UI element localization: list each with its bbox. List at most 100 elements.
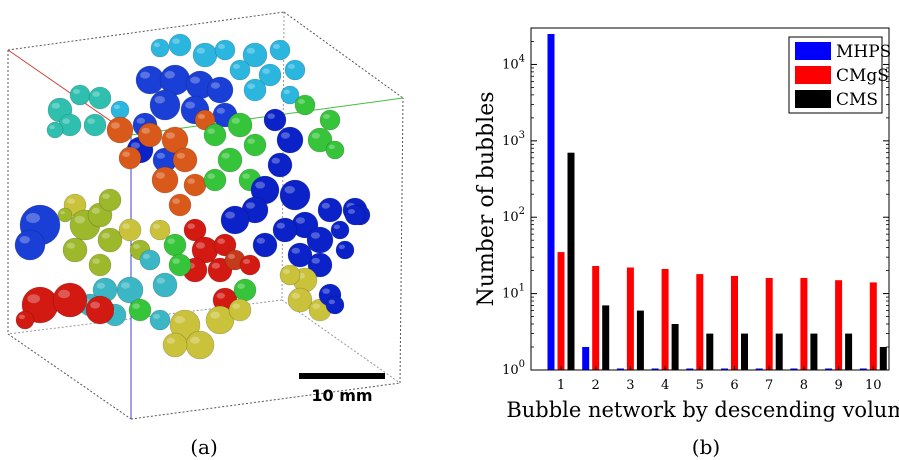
bubble-highlight (167, 238, 175, 244)
bubble (227, 112, 253, 138)
x-tick-label: 9 (834, 378, 842, 393)
bubble-highlight (156, 277, 165, 284)
bubble (269, 39, 291, 61)
bubble (162, 332, 188, 358)
bubble (287, 242, 313, 268)
bubble (217, 147, 243, 173)
bar-mhps-6 (721, 368, 728, 370)
x-tick-label: 2 (592, 378, 600, 393)
y-tick-label: 103 (502, 130, 525, 149)
bubble-highlight (136, 117, 145, 124)
bubble (163, 233, 187, 257)
bubble-highlight (153, 224, 160, 229)
bubble-highlight (311, 132, 320, 139)
bounding-box (7, 11, 404, 420)
bubble (57, 207, 73, 223)
bubble (325, 140, 345, 160)
bar-cmgs-2 (592, 266, 600, 370)
bubble-highlight (120, 282, 130, 289)
bubble-highlight (74, 216, 85, 224)
bubble (110, 100, 130, 120)
bubble-highlight (96, 282, 106, 289)
bubble (344, 204, 366, 226)
bar-cms-5 (706, 333, 714, 370)
bubble-render-panel: 10 mm (a) (7, 11, 404, 459)
bubble-highlight (217, 238, 225, 244)
bubble-highlight (228, 254, 235, 259)
bubble (214, 39, 236, 61)
bubble-highlight (284, 186, 295, 194)
bubble-cluster (14, 33, 371, 360)
bubble (319, 109, 341, 131)
legend-label-mhps: MHPS (836, 42, 891, 62)
panel-b-caption: (b) (692, 435, 720, 459)
bubble (185, 330, 215, 360)
bubble-highlight (231, 117, 240, 124)
bubble (106, 116, 134, 144)
bar-cmgs-1 (557, 252, 565, 370)
bubble-highlight (211, 262, 220, 269)
bar-cms-2 (602, 305, 610, 370)
bubble-highlight (166, 337, 175, 344)
bubble (243, 78, 267, 102)
bubble (203, 123, 227, 147)
plot-frame (530, 27, 890, 371)
y-axis: 100 101 102 103 104 (502, 41, 889, 378)
bubble (233, 278, 257, 302)
bar-mhps-4 (651, 368, 659, 370)
bubble-highlight (110, 122, 120, 129)
panel-a-caption: (a) (190, 435, 218, 459)
bubble-highlight (262, 68, 270, 74)
bubble (85, 295, 115, 325)
bubble (161, 126, 189, 154)
x-tick-label: 10 (865, 378, 882, 393)
bubble-highlight (298, 99, 305, 104)
bubble (83, 113, 107, 137)
bubble-highlight (155, 172, 165, 179)
bar-cms-7 (775, 333, 783, 370)
bubble-highlight (237, 283, 245, 289)
bubble-highlight (122, 151, 130, 157)
bubble-highlight (348, 209, 355, 214)
bar-chart-panel: 100 101 102 103 104 1 2 3 4 5 6 7 8 9 10 Number of bu… (474, 27, 899, 459)
bubble (69, 84, 91, 106)
bubble (205, 305, 235, 335)
bubble-highlight (172, 38, 180, 44)
bubble-highlight (62, 118, 70, 124)
bubble (62, 237, 88, 263)
bubble (183, 173, 207, 197)
bubble-highlight (247, 138, 255, 144)
bubble-highlight (190, 336, 201, 344)
bar-cms-3 (636, 310, 644, 370)
bubble (284, 59, 306, 81)
legend-swatch-cmgs (795, 66, 831, 84)
bubble (98, 188, 122, 212)
bubble (228, 298, 252, 322)
scale-bar-label: 10 mm (311, 386, 372, 405)
bubble (149, 219, 171, 241)
bubble (239, 254, 261, 276)
bar-mhps-8 (790, 368, 798, 370)
bubble-highlight (242, 173, 250, 179)
bar-cms-9 (845, 333, 853, 370)
bubble (258, 63, 282, 87)
bar-mhps-5 (686, 368, 694, 370)
bubble-highlight (156, 152, 165, 159)
bubble-highlight (322, 288, 330, 294)
bubble (307, 127, 333, 153)
x-axis-label: Bubble network by descending volume (506, 398, 899, 422)
bubble (287, 287, 313, 313)
bubble-highlight (311, 257, 320, 264)
bubble-highlight (153, 314, 160, 319)
bubble (149, 309, 171, 331)
legend: MHPS CMgS CMS (788, 36, 891, 114)
bubble-highlight (243, 259, 250, 264)
bubble-highlight (195, 242, 205, 249)
bubble-highlight (338, 244, 345, 250)
scale-bar (299, 373, 385, 379)
bar-mhps-10 (859, 368, 867, 370)
bubble (279, 179, 311, 211)
bubble-highlight (154, 96, 165, 104)
bubble-highlight (328, 299, 335, 305)
axis-x-line (7, 49, 132, 136)
